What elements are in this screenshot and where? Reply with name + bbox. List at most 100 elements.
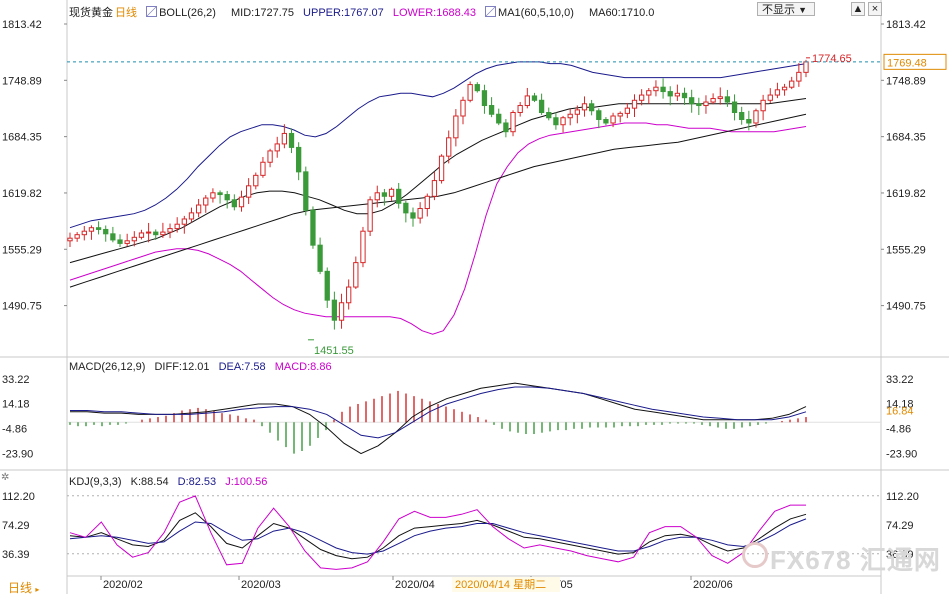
- candle-body: [731, 101, 738, 114]
- candle-body: [524, 95, 530, 107]
- macd-line-diff: [70, 382, 807, 455]
- candle-body: [110, 233, 116, 241]
- candle-body: [210, 192, 216, 199]
- candle-body: [346, 286, 352, 304]
- candle-body: [746, 118, 752, 124]
- candle-body: [296, 146, 302, 173]
- candle-body: [803, 61, 809, 73]
- candle-body: [696, 103, 702, 107]
- candle-body: [453, 115, 459, 139]
- candle-body: [253, 174, 259, 187]
- price-axis-label-left: 1813.42: [2, 19, 42, 31]
- candle-body: [446, 137, 452, 157]
- candle-body: [95, 227, 102, 230]
- price-axis-label-left: 1490.75: [2, 301, 42, 313]
- candle-body: [474, 84, 480, 92]
- kdj-legend: KDJ(9,3,3) K:88.54 D:82.53 J:100.56: [69, 476, 273, 488]
- candle-body: [81, 230, 87, 236]
- x-axis-label: 2020/06: [693, 579, 733, 591]
- candle-body: [674, 92, 681, 97]
- candle-body: [67, 237, 73, 242]
- candle-body: [753, 110, 759, 124]
- macd-axis-label-left: 14.18: [2, 399, 30, 411]
- kdj-axis-label-right: 36.39: [886, 549, 914, 561]
- candle-body: [689, 97, 695, 105]
- candle-body: [517, 105, 523, 114]
- candle-body: [660, 86, 666, 93]
- hide-indicator-dropdown[interactable]: 不显示 ▼: [757, 2, 815, 16]
- candle-body: [624, 107, 631, 114]
- macd-line-dea: [70, 386, 807, 439]
- candle-body: [724, 96, 731, 103]
- candle-body: [167, 228, 173, 233]
- series-line-mid: [69, 98, 807, 264]
- close-button[interactable]: ×: [868, 2, 882, 16]
- candle-body: [396, 188, 402, 204]
- watermark-logo-icon: [742, 542, 768, 568]
- price-axis-label-right: 1748.89: [886, 75, 926, 87]
- series-line-lower: [69, 122, 807, 335]
- macd-title: MACD(26,12,9): [69, 361, 146, 373]
- candle-body: [331, 299, 338, 321]
- candle-body: [181, 218, 187, 225]
- candle-body: [581, 103, 588, 111]
- collapse-button[interactable]: ▲: [851, 2, 865, 16]
- diff-value: DIFF:12.01: [154, 361, 210, 373]
- period-tab[interactable]: 日线 ▸: [8, 581, 40, 595]
- kdj-axis-label-left: 74.29: [2, 520, 30, 532]
- kdj-axis-label-left: 36.39: [2, 549, 30, 561]
- candle-body: [610, 115, 616, 124]
- candle-body: [646, 90, 652, 96]
- candle-body: [510, 112, 516, 133]
- watermark: FX678 汇通网: [770, 545, 941, 575]
- candle-body: [631, 99, 638, 109]
- hover-date-box: [452, 577, 560, 592]
- current-price-label: 1769.48: [887, 57, 927, 69]
- candle-body: [288, 132, 295, 148]
- candle-body: [310, 209, 316, 246]
- current-price-box: [883, 53, 947, 70]
- candle-body: [703, 101, 709, 107]
- candle-body: [781, 86, 788, 91]
- lower-value: LOWER:1688.43: [392, 7, 476, 19]
- macd-axis-label-right: -23.90: [886, 448, 917, 460]
- kdj-axis-label-right: 74.29: [886, 520, 914, 532]
- price-axis-label-right: 1813.42: [886, 19, 926, 31]
- candle-body: [460, 99, 466, 117]
- price-axis-label-left: 1619.82: [2, 188, 42, 200]
- macd-axis-label-right: -4.86: [886, 424, 911, 436]
- candle-body: [503, 122, 509, 133]
- candle-body: [131, 236, 137, 242]
- series-line-ma60: [69, 113, 807, 288]
- dropdown-arrow-icon: ▼: [798, 5, 807, 15]
- macd-axis-label-left: -4.86: [2, 424, 27, 436]
- candle-body: [538, 99, 545, 114]
- mid-value: MID:1727.75: [231, 7, 294, 19]
- hover-date-label: 2020/04/14 星期二: [455, 578, 546, 591]
- candle-body: [303, 171, 309, 211]
- instrument-title: 现货黄金: [69, 7, 113, 19]
- macd-legend: MACD(26,12,9) DIFF:12.01 DEA:7.58 MACD:8…: [69, 361, 338, 373]
- boll-legend-icon: [146, 6, 158, 17]
- candle-body: [431, 180, 438, 197]
- low-label: 1451.55: [314, 345, 354, 357]
- candle-body: [553, 117, 559, 126]
- candle-body: [667, 91, 673, 97]
- settings-gear-icon[interactable]: ✲: [1, 472, 10, 483]
- kdj-line-d: [69, 518, 807, 555]
- boll-label: BOLL(26,2): [146, 6, 222, 19]
- candle-body: [231, 199, 237, 208]
- candle-body: [88, 227, 95, 232]
- candle-body: [789, 80, 795, 88]
- candle-body: [596, 110, 602, 120]
- candle-body: [774, 89, 781, 96]
- main-legend: 现货黄金 日线 BOLL(26,2) MID:1727.75 UPPER:1767…: [69, 4, 660, 20]
- macd-axis-label-left: 33.22: [2, 374, 30, 386]
- candle-body: [603, 118, 609, 124]
- price-axis-label-right: 1684.35: [886, 132, 926, 144]
- candle-body: [560, 117, 566, 126]
- candle-body: [274, 143, 280, 152]
- price-axis-label-right: 1490.75: [886, 301, 926, 313]
